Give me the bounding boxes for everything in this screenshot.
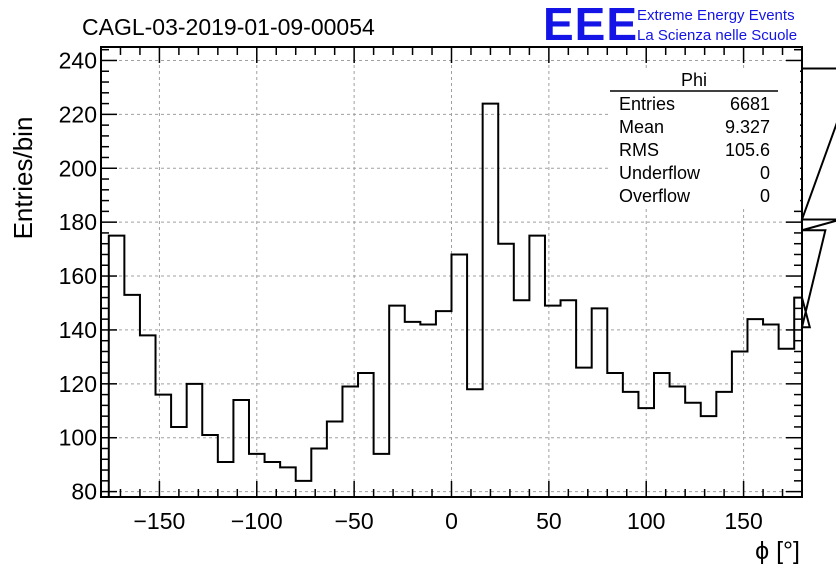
stats-row-label: RMS [619,140,659,160]
x-axis-label: ϕ [°] [755,537,800,565]
y-tick-label: 140 [59,317,97,343]
stats-box-rows: Entries 6681 Mean 9.327 RMS 105.6 Underflow 0 Ov… [619,94,770,206]
eee-logo: EEE Extreme Energy Events La Scienza nel… [543,0,797,50]
x-tick-label: −100 [231,508,283,534]
stats-row-label: Underflow [619,163,701,183]
stats-row-label: Entries [619,94,675,114]
histogram-outline [107,67,836,497]
eee-logo-mark: EEE [543,0,638,50]
stats-row-value: 9.327 [725,117,770,137]
stats-row-value: 105.6 [725,140,770,160]
x-tick-label: 150 [724,508,762,534]
y-axis-label: Entries/bin [8,117,38,240]
y-tick-label: 220 [59,101,97,127]
stats-box: Phi Entries 6681 Mean 9.327 RMS 105.6 Underflo… [610,68,800,208]
y-tick-label: 160 [59,263,97,289]
y-tick-label: 240 [59,47,97,73]
eee-logo-line1: Extreme Energy Events [637,7,795,24]
stats-row-label: Mean [619,117,664,137]
stats-box-title: Phi [681,70,707,90]
stats-row-value: 6681 [730,94,770,114]
stats-row-value: 0 [760,186,770,206]
x-tick-label: 0 [445,508,458,534]
stats-row-label: Overflow [619,186,691,206]
y-tick-label: 100 [59,425,97,451]
x-tick-label: 50 [536,508,562,534]
y-tick-label: 120 [59,371,97,397]
eee-logo-line2: La Scienza nelle Scuole [637,27,797,44]
stats-row-value: 0 [760,163,770,183]
x-tick-label: 100 [627,508,665,534]
y-axis: 80 100 120 140 160 180 200 220 240 [59,47,802,505]
y-tick-label: 180 [59,209,97,235]
x-tick-label: −50 [335,508,374,534]
x-tick-label: −150 [134,508,186,534]
chart-title: CAGL-03-2019-01-09-00054 [82,14,375,40]
y-tick-label: 200 [59,155,97,181]
x-axis: −150 −100 −50 0 50 100 150 [100,47,803,534]
y-tick-label: 80 [71,479,97,505]
